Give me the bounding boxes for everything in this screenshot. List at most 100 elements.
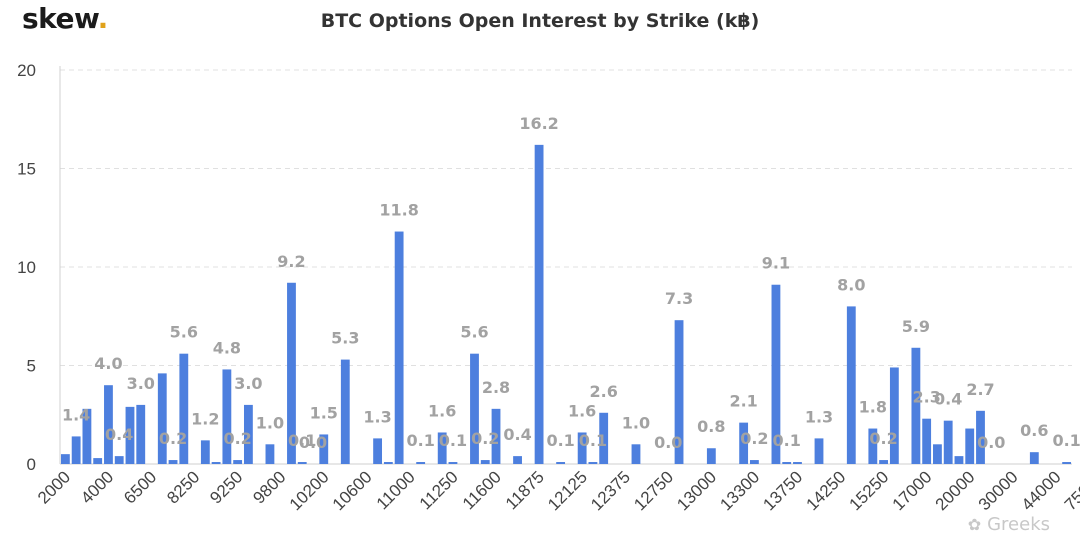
bar (965, 428, 975, 464)
bar (125, 406, 135, 464)
data-label: 0.1 (406, 431, 434, 450)
data-label: 0.4 (503, 425, 531, 444)
x-tick-label: 10200 (286, 467, 333, 514)
bar (1062, 462, 1072, 464)
bar (631, 444, 641, 464)
bar (846, 306, 856, 464)
bar (911, 347, 921, 464)
data-label: 0.2 (159, 429, 187, 448)
bar (793, 462, 802, 464)
skew-logo: skew. (22, 2, 108, 35)
bar (265, 444, 275, 464)
data-label: 1.8 (859, 398, 887, 417)
bar (93, 458, 103, 464)
data-label: 1.4 (62, 405, 90, 424)
bar (1029, 452, 1039, 464)
y-tick-label: 20 (17, 61, 36, 80)
x-tick-label: 17000 (889, 467, 936, 514)
bar (739, 422, 749, 464)
bar (706, 448, 716, 464)
data-label: 2.1 (729, 392, 757, 411)
x-tick-label: 20000 (932, 467, 979, 514)
bar (200, 440, 210, 464)
data-label: 9.1 (762, 254, 790, 273)
data-label: 5.6 (460, 323, 488, 342)
bar (71, 436, 81, 464)
x-tick-label: 13000 (673, 467, 720, 514)
data-label: 7.3 (665, 289, 693, 308)
x-tick-label: 75000 (1061, 467, 1080, 514)
data-label: 9.2 (277, 252, 305, 271)
data-label: 3.0 (234, 374, 262, 393)
bar (470, 353, 479, 464)
x-tick-label: 11875 (502, 467, 548, 513)
x-tick-label: 11000 (373, 467, 419, 513)
data-label: 0.2 (471, 429, 499, 448)
x-tick-label: 11600 (459, 467, 505, 513)
chart-title: BTC Options Open Interest by Strike (k฿) (320, 10, 760, 32)
bar (889, 367, 899, 464)
bar (437, 432, 447, 464)
x-tick-label: 11250 (416, 467, 462, 513)
data-label: 0.0 (977, 433, 1005, 452)
bar (60, 454, 70, 464)
data-label: 1.3 (363, 407, 391, 426)
data-label: 11.8 (379, 201, 418, 220)
data-label: 1.2 (191, 409, 219, 428)
data-label: 5.9 (902, 317, 930, 336)
bar (749, 460, 759, 464)
bar (340, 359, 350, 464)
y-tick-label: 0 (27, 455, 36, 474)
bar (922, 418, 932, 464)
bar (976, 410, 985, 464)
data-label: 0.2 (869, 429, 897, 448)
data-label: 0.2 (740, 429, 768, 448)
data-label: 1.3 (805, 407, 833, 426)
bar (577, 432, 587, 464)
x-tick-label: 9250 (206, 467, 246, 507)
data-label: 0.2 (223, 429, 251, 448)
y-tick-label: 10 (17, 258, 36, 277)
bar (383, 462, 393, 464)
x-tick-label: 8250 (163, 467, 203, 507)
data-label: 0.0 (299, 433, 327, 452)
data-label: 0.1 (773, 431, 801, 450)
x-tick-label: 12750 (630, 467, 677, 514)
x-tick-label: 13300 (716, 467, 763, 514)
wechat-icon: ✿ (967, 515, 982, 534)
data-label: 0.4 (934, 390, 962, 409)
data-label: 1.0 (256, 413, 284, 432)
watermark: ✿ Greeks (967, 514, 1050, 535)
bar (104, 385, 113, 464)
bar (168, 460, 178, 464)
data-label: 8.0 (837, 275, 865, 294)
bar (319, 434, 329, 464)
data-label: 4.8 (213, 338, 241, 357)
x-tick-label: 2000 (34, 467, 74, 507)
data-label: 1.0 (622, 413, 650, 432)
bar (157, 373, 167, 464)
data-label: 2.8 (482, 378, 510, 397)
bar (879, 460, 889, 464)
data-label: 5.6 (170, 323, 198, 342)
bar (233, 460, 243, 464)
x-tick-label: 9800 (249, 467, 289, 507)
data-label: 2.7 (966, 380, 994, 399)
data-label: 4.0 (94, 354, 122, 373)
data-label: 0.8 (697, 417, 725, 436)
data-label: 0.1 (1052, 431, 1080, 450)
data-label: 2.6 (590, 382, 618, 401)
y-tick-label: 15 (17, 160, 36, 179)
bar (297, 462, 307, 464)
bar (82, 408, 92, 464)
bar (954, 456, 964, 464)
data-label: 16.2 (519, 114, 558, 133)
data-label: 3.0 (127, 374, 155, 393)
data-label: 1.5 (310, 403, 338, 422)
bar (814, 438, 824, 464)
data-label: 1.6 (428, 401, 456, 420)
bar (534, 144, 544, 465)
bar (287, 282, 296, 464)
bar (480, 460, 490, 464)
data-label: 2.3 (912, 388, 940, 407)
